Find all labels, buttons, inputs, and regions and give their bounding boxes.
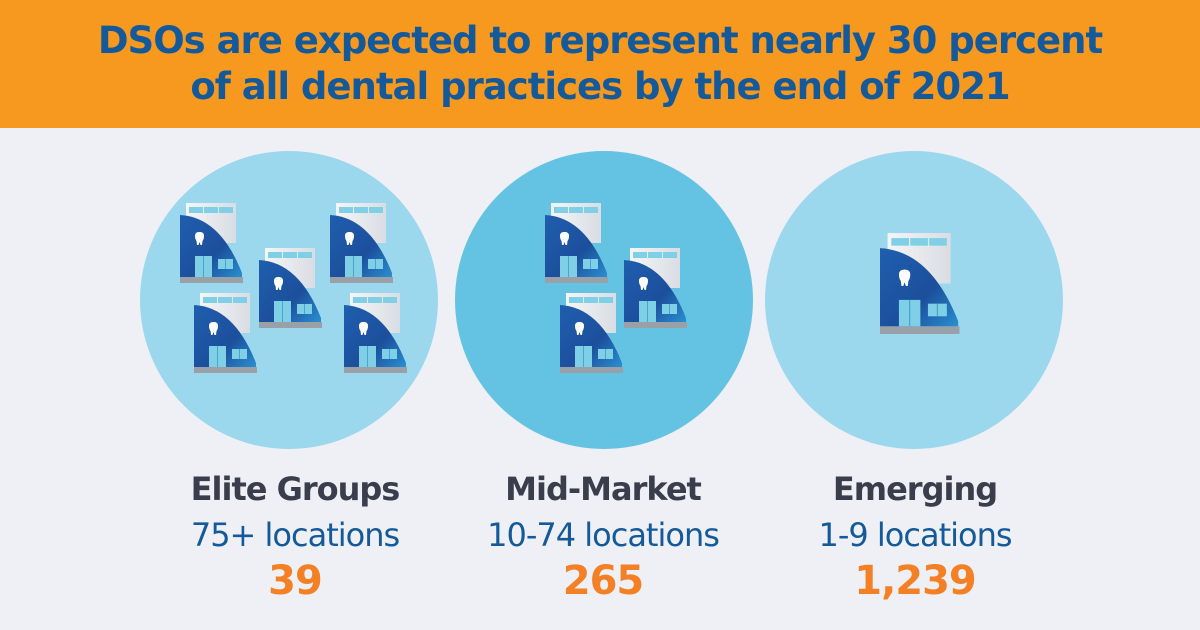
dental-office-building-icon — [330, 203, 395, 283]
dental-office-building-icon — [545, 203, 610, 283]
dental-office-building-icon — [194, 293, 259, 373]
dental-office-building-icon — [880, 232, 962, 335]
segment-count-elite-groups: 39 — [268, 558, 323, 604]
dental-office-building-icon — [344, 293, 409, 373]
dental-office-building-icon — [560, 293, 625, 373]
segment-count-mid-market: 265 — [562, 558, 645, 604]
segment-name-emerging: Emerging — [832, 470, 998, 508]
dental-office-building-icon — [259, 248, 324, 328]
segment-name-elite-groups: Elite Groups — [190, 470, 401, 508]
page-title-line-1: DSOs are expected to represent nearly 30… — [97, 19, 1103, 62]
segment-range-elite-groups: 75+ locations — [190, 516, 400, 554]
segment-count-emerging: 1,239 — [854, 558, 977, 604]
dental-office-building-icon — [624, 248, 689, 328]
header-banner: DSOs are expected to represent nearly 30… — [0, 0, 1200, 128]
segment-range-emerging: 1-9 locations — [818, 516, 1012, 554]
segment-name-mid-market: Mid-Market — [505, 470, 702, 508]
page-title-line-2: of all dental practices by the end of 20… — [190, 65, 1010, 108]
dental-office-building-icon — [180, 203, 245, 283]
segment-range-mid-market: 10-74 locations — [487, 516, 720, 554]
